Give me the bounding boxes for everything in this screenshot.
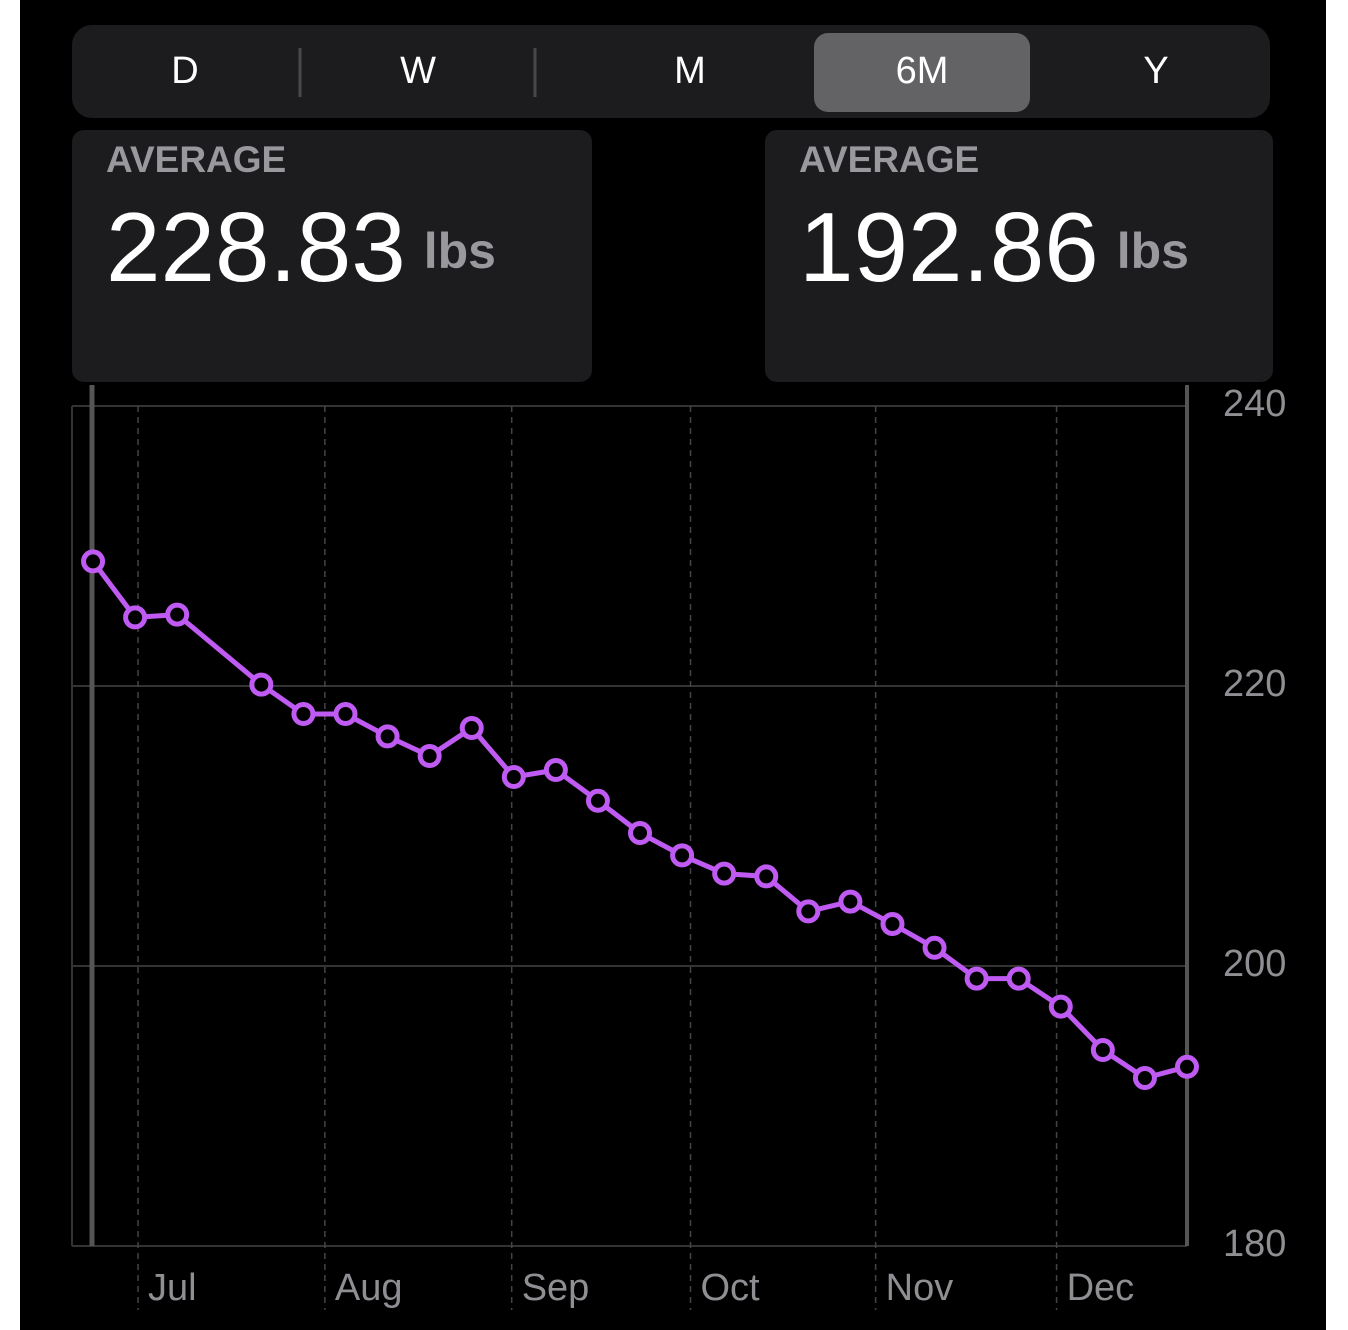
data-point — [417, 744, 442, 768]
summary-label: AVERAGE — [799, 139, 979, 180]
x-tick-label: Aug — [335, 1267, 403, 1309]
x-tick-label: Oct — [701, 1267, 761, 1309]
data-point — [796, 899, 821, 924]
segmented-control — [72, 25, 1270, 118]
data-point — [922, 935, 947, 960]
x-tick-label: Jul — [148, 1267, 197, 1309]
data-point — [628, 821, 653, 845]
data-point — [543, 758, 568, 782]
summary-card — [72, 130, 592, 382]
data-point — [333, 702, 358, 726]
data-point — [165, 602, 190, 627]
data-point — [712, 861, 737, 886]
segment[interactable]: Y — [1143, 50, 1168, 92]
data-point — [838, 889, 863, 914]
data-point — [81, 549, 106, 574]
data-point — [249, 672, 274, 697]
data-point — [291, 702, 316, 726]
data-point — [880, 912, 905, 936]
summary-label: AVERAGE — [106, 139, 286, 180]
x-tick-label: Nov — [886, 1267, 954, 1309]
data-point — [123, 605, 148, 630]
data-point — [670, 843, 695, 868]
data-point — [375, 724, 400, 749]
segment[interactable]: M — [674, 50, 706, 92]
data-point — [1175, 1054, 1199, 1079]
unit: lbs — [1117, 223, 1189, 279]
value: 228.83 — [106, 192, 406, 302]
x-tick-label: Sep — [522, 1267, 590, 1309]
summary-card — [765, 130, 1273, 382]
selected-segment — [814, 33, 1030, 112]
y-tick-label: 180 — [1223, 1223, 1286, 1265]
data-point — [585, 788, 610, 813]
summary-value: 192.86 lbs — [799, 192, 1189, 302]
y-tick-label: 200 — [1223, 943, 1286, 985]
segment[interactable]: D — [171, 50, 198, 92]
data-point — [1006, 966, 1031, 991]
data-point — [1132, 1066, 1157, 1090]
data-point — [754, 864, 779, 889]
x-tick-label: Dec — [1067, 1267, 1135, 1309]
summary-value: 228.83 lbs — [106, 192, 496, 302]
unit: lbs — [424, 223, 496, 279]
data-point — [1048, 994, 1073, 1019]
data-point — [459, 716, 484, 740]
data-point — [964, 966, 989, 991]
segment[interactable]: W — [400, 50, 436, 92]
value: 192.86 — [799, 192, 1099, 302]
segment[interactable]: 6M — [896, 50, 949, 92]
data-point — [1090, 1038, 1115, 1062]
plot: 180 200 220 240 Jul Aug Sep Oct Nov Dec — [71, 383, 1286, 1310]
y-tick-label: 240 — [1223, 383, 1286, 425]
y-tick-label: 220 — [1223, 663, 1286, 705]
data-point — [501, 765, 526, 789]
